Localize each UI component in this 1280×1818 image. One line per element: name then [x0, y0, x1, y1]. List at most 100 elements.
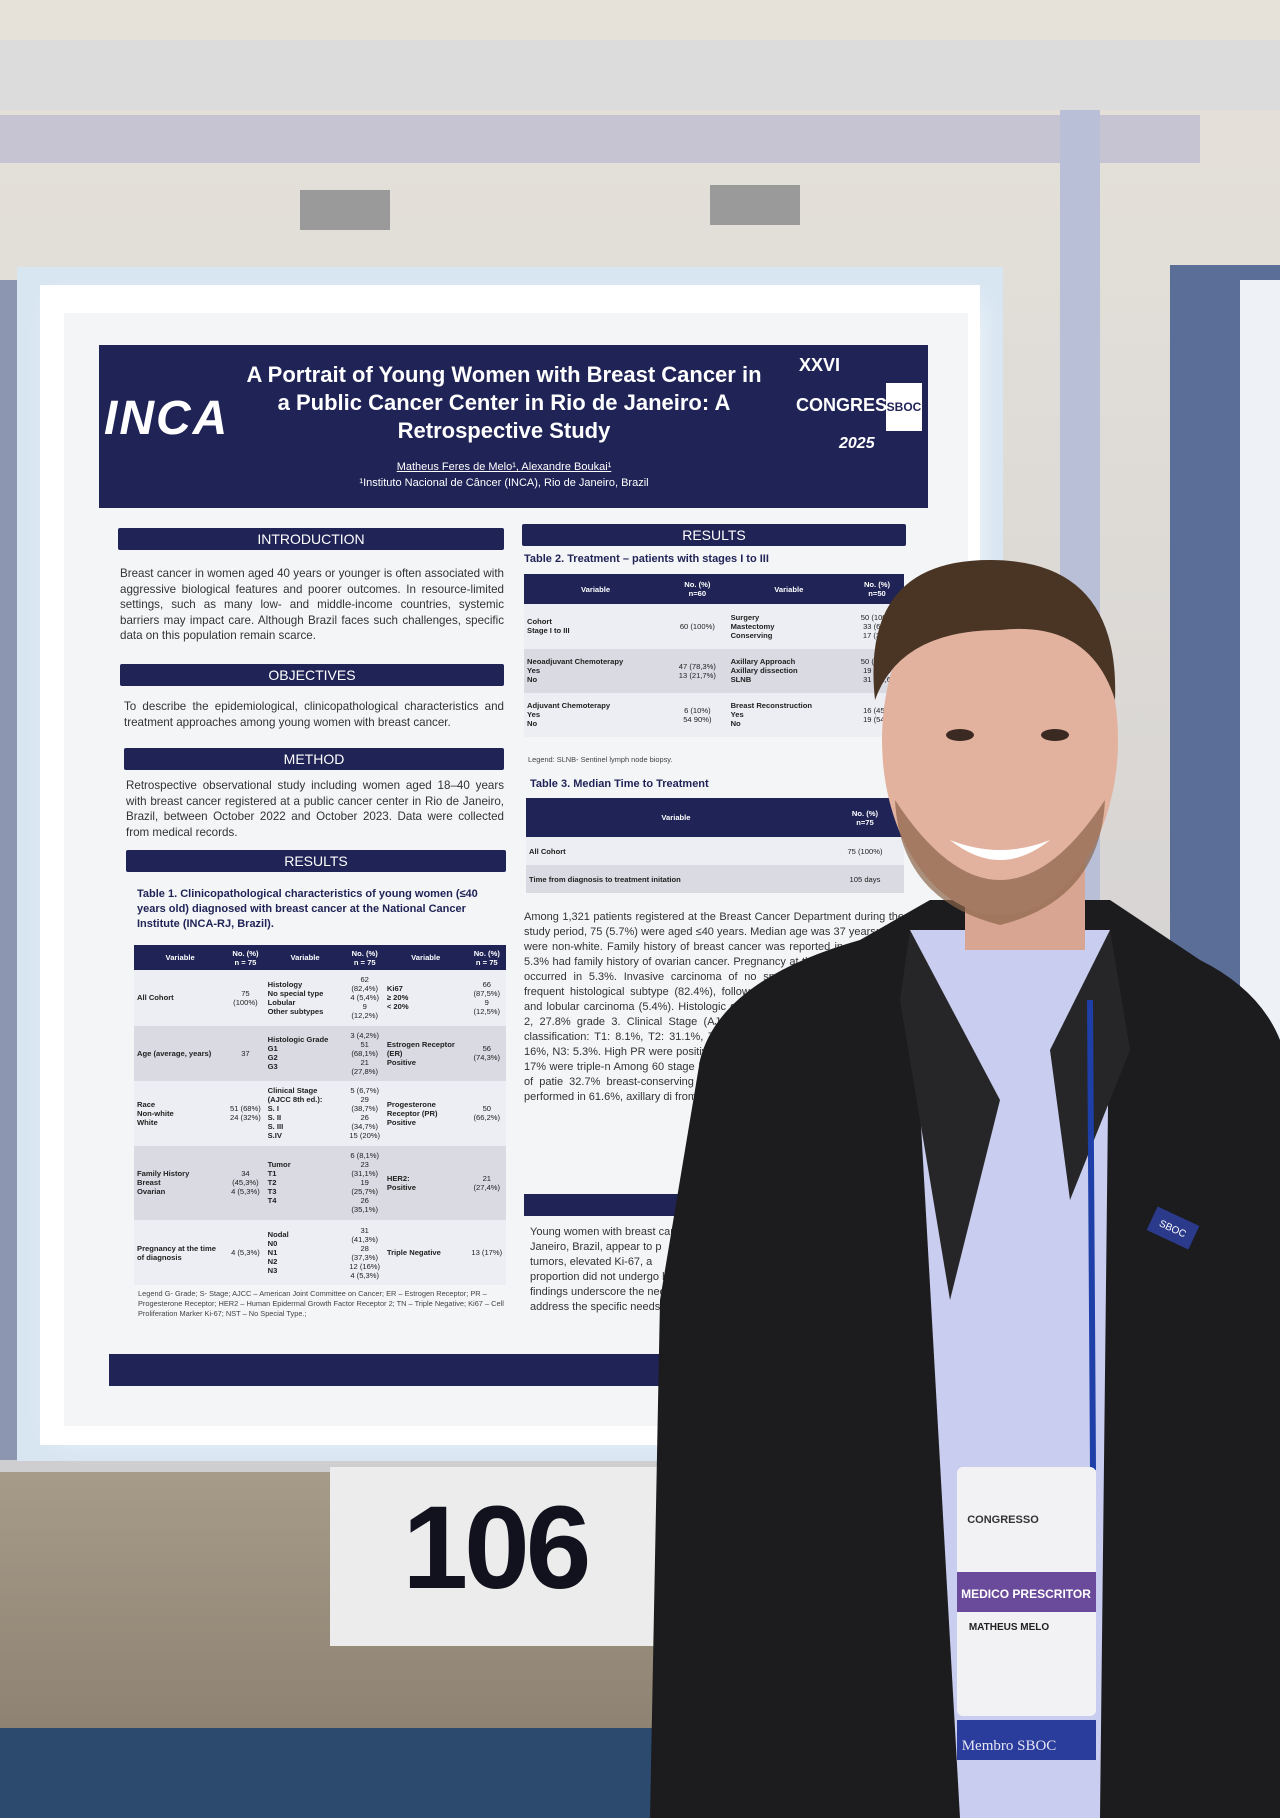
poster: INCA A Portrait of Young Women with Brea… [64, 313, 968, 1426]
section-heading: INTRODUCTION [118, 528, 504, 550]
section-heading: RESULTS [126, 850, 506, 872]
poster-header [99, 345, 928, 508]
congress-numeral: XXVI [799, 355, 841, 375]
table-cell: 105 days [825, 865, 904, 893]
poster-title: A Portrait of Young Women with Breast Ca… [246, 362, 762, 443]
beard [895, 800, 1105, 925]
section-text: Breast cancer in women aged 40 years or … [120, 567, 504, 642]
vent [300, 190, 390, 230]
table-cell: 50 (66,2%) [467, 1080, 506, 1146]
table-cell: Cohort Stage I to III [524, 604, 668, 649]
eye [1041, 729, 1069, 741]
table-cell: Neoadjuvant Chemoterapy Yes No [524, 648, 668, 693]
truss [0, 40, 1280, 110]
hair [873, 560, 1116, 700]
table-cell: 6 (8,1%) 23 (31,1%) 19 (25,7%) 26 (35,1%… [345, 1145, 384, 1221]
header-row: Variable No. (%) n = 75 Variable No. (%) n … [134, 945, 506, 971]
table-cell: Age (average, years) [134, 1025, 227, 1081]
congress-name: CONGRESSO [796, 395, 914, 415]
side-poster [1240, 280, 1280, 1060]
table-cell: Breast Reconstruction Yes No [727, 692, 851, 737]
authors: Matheus Feres de Melo¹, Alexandre Boukai… [396, 461, 612, 473]
column-header: Variable [383, 945, 468, 971]
conclusion-text: Young women with breast can Janeiro, Bra… [530, 1226, 677, 1313]
table-cell: Progesterone Receptor (PR) Positive [383, 1080, 468, 1146]
table-cell: All Cohort [526, 837, 826, 866]
table-cell: Time from diagnosis to treatment initati… [526, 865, 826, 893]
table-title: Table 2. Treatment – patients with stage… [524, 553, 769, 565]
table-cell: 34 (45,3%) 4 (5,3%) [226, 1145, 265, 1221]
table-row: Age (average, years) 37 Histologic Grade G… [134, 1025, 506, 1081]
table-cell: 13 (17%) [467, 1220, 506, 1285]
table-cell: Tumor T1 T2 T3 T4 [264, 1145, 346, 1221]
table-cell: Histology No special type Lobular Other … [264, 970, 346, 1026]
sboc-logo: SBOC [886, 383, 922, 431]
logo: INCA [104, 392, 230, 445]
table-cell: 51 (68%) 24 (32%) [226, 1080, 265, 1146]
table-row: All Cohort 75 (100%) Histology No special … [134, 970, 506, 1026]
table-row: Family History Breast Ovarian 34 (45,3%) … [134, 1145, 506, 1221]
booth-number: 106 [402, 1482, 592, 1614]
badge-holder [957, 1720, 1096, 1760]
section-heading: OBJECTIVES [120, 664, 504, 686]
header-row: Variable No. (%) n=75 [526, 798, 904, 838]
smile [950, 840, 1050, 860]
table-cell: Family History Breast Ovarian [134, 1145, 227, 1221]
column-header: No. (%) n = 75 [467, 945, 506, 971]
table-cell: 75 (100%) [825, 837, 904, 866]
table-cell: 3 (4,2%) 51 (68,1%) 21 (27,8%) [345, 1025, 384, 1081]
pin [1146, 1206, 1200, 1250]
lanyard [1087, 999, 1096, 1471]
table-cell: Surgery Mastectomy Conserving [727, 604, 851, 649]
table-cell: 4 (5,3%) [226, 1220, 265, 1285]
table-cell: All Cohort [134, 970, 227, 1026]
table: Variable No. (%) n = 75 Variable No. (%) n … [134, 945, 506, 1285]
eye [946, 729, 974, 741]
column-header: No. (%) n = 75 [345, 945, 384, 971]
table-cell: Clinical Stage (AJCC 8th ed.): S. I S. I… [264, 1080, 346, 1146]
table-cell: Axillary Approach Axillary dissection SL… [727, 648, 851, 693]
badge-event: CONGRESSO [967, 1514, 1039, 1526]
table-cell: 37 [226, 1025, 265, 1081]
table-cell: Ki67 ≥ 20% < 20% [383, 970, 468, 1026]
table-cell: HER2: Positive [383, 1145, 468, 1221]
table-cell: 21 (27,4%) [467, 1145, 506, 1221]
table-cell: 31 (41,3%) 28 (37,3%) 12 (16%) 4 (5,3%) [345, 1220, 384, 1285]
congress-year: 2025 [839, 435, 875, 452]
table-cell: 75 (100%) [226, 970, 265, 1026]
table-cell: Pregnancy at the time of diagnosis [134, 1220, 227, 1285]
badge-band [957, 1572, 1096, 1612]
table-row: Time from diagnosis to treatment initati… [526, 865, 904, 893]
beam [0, 115, 1200, 163]
header-row: Variable No. (%) n=60 Variable No. (%) n=50 [524, 574, 904, 605]
table-legend: Legend G- Grade; S- Stage; AJCC – Americ… [138, 1289, 504, 1318]
section-text: Retrospective observational study includ… [126, 779, 504, 839]
left-board [0, 280, 20, 1460]
table-cell: 5 (6,7%) 29 (38,7%) 26 (34,7%) 15 (20%) [345, 1080, 384, 1146]
section-heading: RESULTS [522, 524, 906, 546]
column-header: Variable [264, 945, 346, 971]
column-header: Variable [134, 945, 227, 971]
affiliation: ¹Instituto Nacional de Câncer (INCA), Ri… [359, 477, 649, 489]
badge-role: MEDICO PRESCRITOR [961, 1587, 1091, 1601]
table-cell: Estrogen Receptor (ER) Positive [383, 1025, 468, 1081]
table-cell: Triple Negative [383, 1220, 468, 1285]
section-text: To describe the epidemiological, clinico… [124, 700, 504, 729]
column-header: No. (%) n=60 [667, 574, 728, 605]
table-cell: 56 (74,3%) [467, 1025, 506, 1081]
column-header: Variable [526, 798, 826, 838]
table-row: Cohort Stage I to III 60 (100%) Surgery Ma… [524, 604, 904, 649]
table-row: Pregnancy at the time of diagnosis 4 (5,3… [134, 1220, 506, 1285]
table: Variable No. (%) n=75 All Cohort 75 (100%) T… [526, 798, 904, 893]
column-header: Variable [524, 574, 668, 605]
table-legend: Legend: SLNB- Sentinel lymph node biopsy… [528, 755, 673, 764]
table-cell: 62 (82,4%) 4 (5,4%) 9 (12,2%) [345, 970, 384, 1026]
column-header: No. (%) n = 75 [226, 945, 265, 971]
face [882, 565, 1118, 915]
table-cell: 60 (100%) [667, 604, 728, 649]
table-cell: Nodal N0 N1 N2 N3 [264, 1220, 346, 1285]
lapel [900, 930, 1000, 1300]
vent [710, 185, 800, 225]
